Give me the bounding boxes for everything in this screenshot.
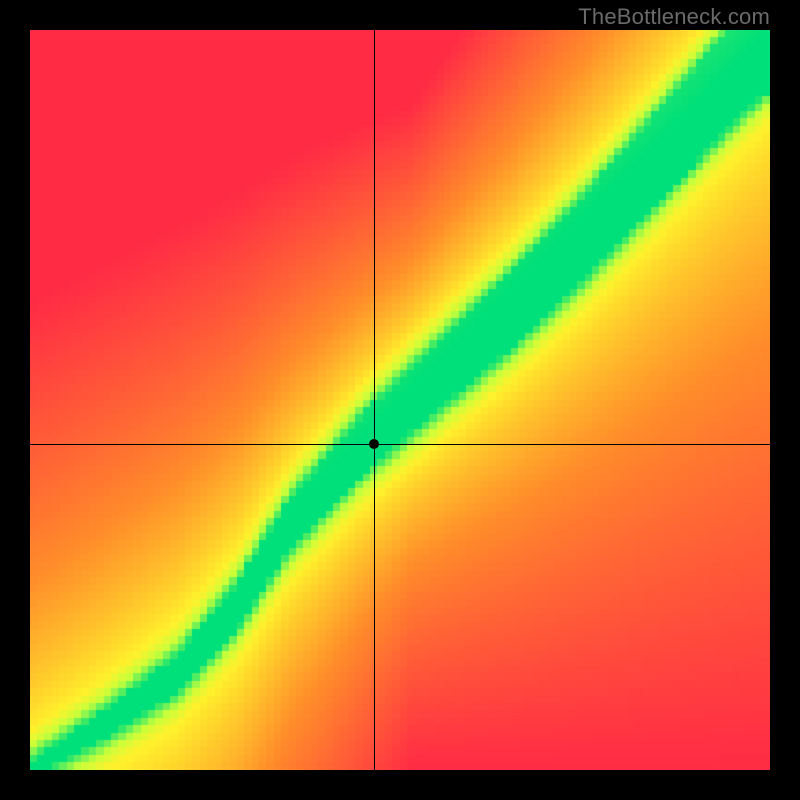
watermark-text: TheBottleneck.com (578, 4, 770, 30)
bottleneck-heatmap (30, 30, 770, 770)
plot-area (30, 30, 770, 770)
chart-frame: TheBottleneck.com (0, 0, 800, 800)
